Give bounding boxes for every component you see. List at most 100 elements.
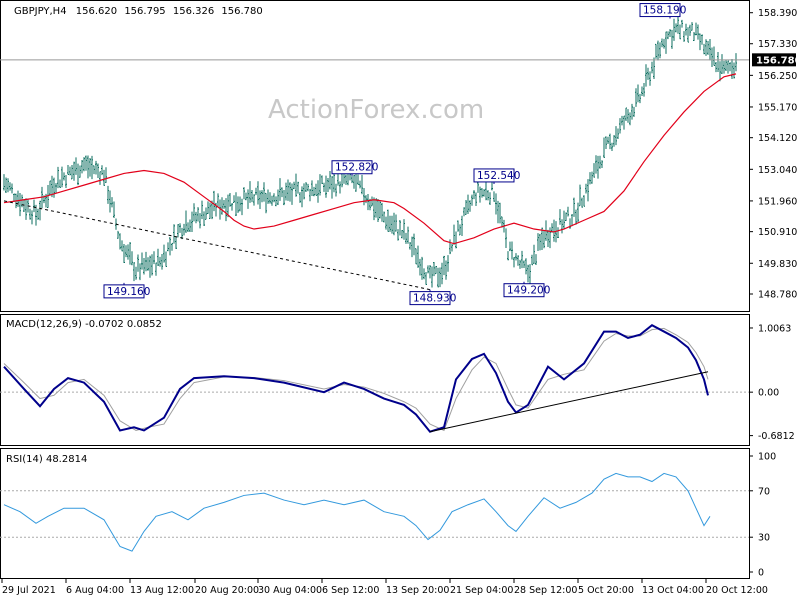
price-bar: [397, 229, 399, 241]
price-bar: [357, 174, 359, 185]
price-bar: [367, 194, 369, 211]
price-bar: [495, 193, 497, 215]
time-tick-label: 20 Aug 20:00: [195, 585, 259, 596]
price-bar: [63, 172, 65, 181]
time-tick-label: 30 Aug 04:00: [258, 585, 322, 596]
price-bar: [147, 257, 149, 271]
price-bar: [493, 191, 495, 202]
price-bar: [543, 230, 545, 249]
price-bar: [105, 167, 107, 183]
price-bar: [151, 254, 153, 276]
price-bar: [425, 272, 427, 286]
price-bar: [515, 253, 517, 261]
price-bar: [633, 106, 635, 117]
price-bar: [489, 192, 491, 206]
price-bar: [701, 34, 703, 45]
price-bar: [537, 233, 539, 251]
price-bar: [165, 251, 167, 268]
price-bar: [235, 192, 237, 216]
price-bar: [535, 254, 537, 265]
price-bar: [311, 180, 313, 197]
price-bar: [563, 210, 565, 229]
price-bar: [287, 179, 289, 201]
price-bar: [305, 182, 307, 193]
price-bar: [643, 83, 645, 97]
price-bar: [455, 231, 457, 249]
rsi-axis: 100 70 30 0: [749, 452, 776, 579]
price-bar: [405, 232, 407, 244]
price-bar: [187, 222, 189, 233]
price-bar: [511, 241, 513, 260]
price-bar: [663, 38, 665, 49]
price-bar: [327, 177, 329, 192]
price-bar: [557, 227, 559, 238]
price-bar: [727, 60, 729, 74]
annotation-label: 149.160: [107, 286, 150, 298]
price-bar: [203, 211, 205, 227]
ohlc-close: 156.780: [221, 6, 262, 17]
price-bar: [261, 190, 263, 203]
time-tick-label: 6 Aug 04:00: [66, 585, 124, 596]
price-bar: [121, 240, 123, 252]
price-bar: [587, 179, 589, 202]
price-bar: [525, 258, 527, 275]
macd-trendline: [429, 371, 709, 433]
price-bar: [297, 181, 299, 194]
price-bar: [267, 189, 269, 204]
price-bar: [449, 239, 451, 255]
price-axis: 158.390 157.330 156.250 155.170 154.120 153.0…: [749, 8, 797, 301]
price-bar: [665, 31, 667, 54]
price-bar: [593, 163, 595, 178]
price-bar: [485, 181, 487, 201]
price-tick-label: 153.040: [758, 165, 797, 176]
price-bar: [459, 224, 461, 236]
price-bar: [487, 190, 489, 201]
price-bar: [113, 201, 115, 218]
price-bar: [621, 115, 623, 126]
price-bar: [89, 157, 91, 177]
price-bar: [679, 24, 681, 40]
price-bar: [245, 192, 247, 201]
price-bar: [191, 211, 193, 233]
time-tick-label: 29 Jul 2021: [2, 585, 56, 596]
price-bar: [695, 22, 697, 36]
price-bar: [321, 175, 323, 184]
rsi-tick-label: 30: [758, 533, 770, 544]
price-bar: [35, 204, 37, 226]
price-tick-label: 156.250: [758, 71, 797, 82]
price-bar: [133, 262, 135, 282]
price-bar: [81, 159, 83, 174]
moving-average-line: [3, 73, 737, 245]
price-bar: [299, 192, 301, 203]
price-bar: [323, 182, 325, 192]
price-bar: [483, 189, 485, 197]
price-bar: [613, 135, 615, 147]
price-bar: [691, 22, 693, 31]
macd-tick-label: 1.0063: [758, 323, 791, 334]
price-bar: [99, 171, 101, 185]
price-bar: [145, 251, 147, 272]
current-price-text: 156.780: [756, 55, 800, 66]
price-bar: [159, 256, 161, 267]
price-bar: [283, 190, 285, 206]
price-bar: [47, 184, 49, 209]
price-bar: [137, 254, 139, 272]
price-bar: [265, 192, 267, 214]
price-bar: [371, 196, 373, 207]
price-bar: [581, 197, 583, 208]
price-bar: [231, 203, 233, 211]
time-tick-label: 5 Oct 20:00: [578, 585, 634, 596]
price-bar: [207, 201, 209, 214]
price-bar: [659, 42, 661, 59]
price-bar: [173, 224, 175, 244]
price-bar: [725, 59, 727, 72]
price-bar: [229, 192, 231, 207]
price-bar: [553, 219, 555, 242]
price-bar: [73, 161, 75, 181]
price-bar: [59, 179, 61, 188]
price-bar: [547, 229, 549, 248]
price-bar: [315, 183, 317, 196]
rsi-levels: [0, 490, 749, 538]
price-bar: [101, 165, 103, 176]
price-bar: [381, 202, 383, 222]
